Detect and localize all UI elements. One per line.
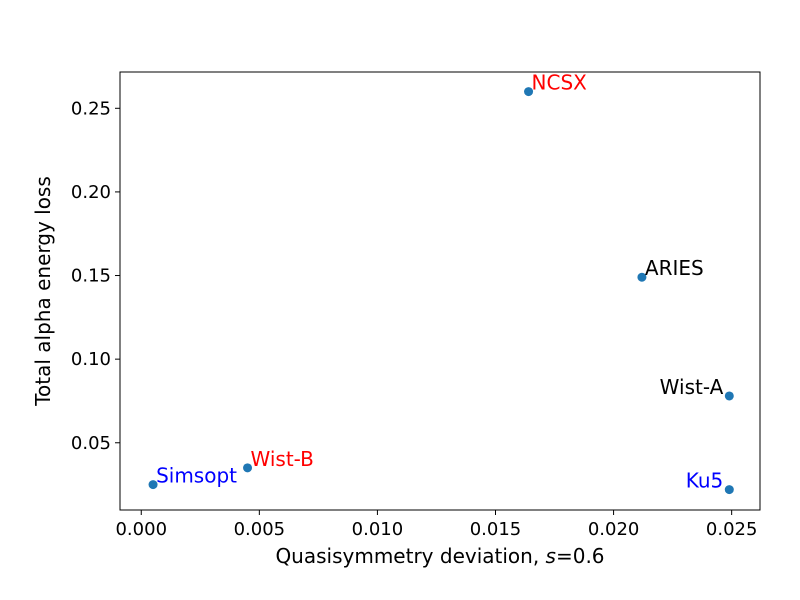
point-label: NCSX [532,71,588,95]
data-point [243,463,253,473]
point-label: Wist-A [660,375,724,399]
x-tick-label: 0.005 [234,519,286,540]
y-tick-label: 0.20 [71,182,111,203]
y-tick-label: 0.25 [71,98,111,119]
y-tick-label: 0.10 [71,349,111,370]
data-point [637,272,647,282]
data-points: NCSX ARIES Wist-A Wist-B Simsopt Ku5 [148,71,734,495]
data-point [724,391,734,401]
point-label: ARIES [645,256,704,280]
y-tick-label: 0.15 [71,266,111,287]
y-axis-ticks: 0.05 0.10 0.15 0.20 0.25 [71,98,120,454]
plot-area [119,71,761,511]
x-tick-label: 0.000 [115,519,167,540]
x-tick-label: 0.025 [706,519,758,540]
x-axis-label: Quasisymmetry deviation, s=0.6 [275,544,604,568]
y-tick-label: 0.05 [71,433,111,454]
point-label: Wist-B [251,447,314,471]
point-label: Ku5 [686,469,724,493]
x-tick-label: 0.010 [352,519,404,540]
x-axis-ticks: 0.000 0.005 0.010 0.015 0.020 0.025 [115,510,757,540]
y-axis-label: Total alpha energy loss [31,176,55,407]
x-tick-label: 0.015 [470,519,522,540]
point-label: Simsopt [156,464,237,488]
data-point [724,485,734,495]
data-point [148,480,158,490]
x-tick-label: 0.020 [588,519,640,540]
data-point [524,87,534,97]
